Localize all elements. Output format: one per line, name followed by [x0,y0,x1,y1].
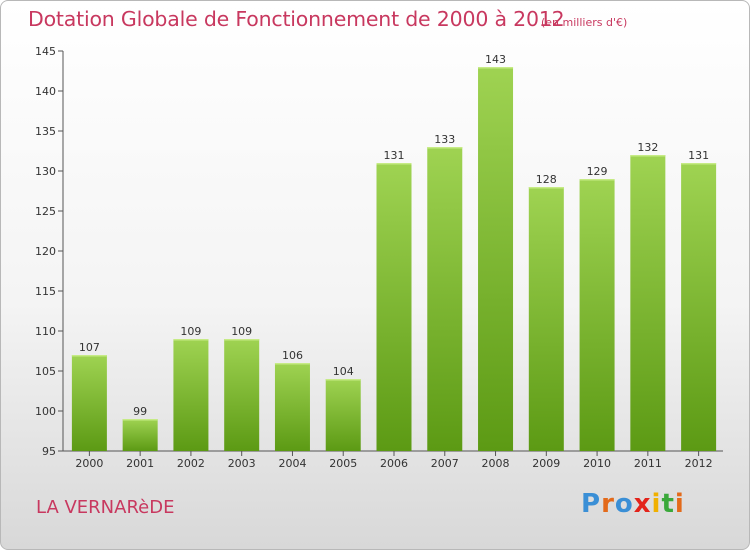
data-label: 131 [384,149,405,162]
x-tick-label: 2002 [177,457,205,470]
data-label: 143 [485,53,506,66]
x-tick-label: 2005 [329,457,357,470]
logo-letter: r [601,489,615,519]
logo-letter: i [674,489,685,519]
bar-top-highlight [630,155,666,157]
x-tick-label: 2001 [126,457,154,470]
x-tick-label: 2009 [532,457,560,470]
bar-top-highlight [376,163,412,165]
logo-letter: P [581,489,602,519]
data-label: 109 [180,325,201,338]
y-tick-label: 135 [35,125,56,138]
bar [274,363,310,451]
bar-top-highlight [71,355,107,357]
x-tick-label: 2012 [685,457,713,470]
bar [478,67,514,451]
x-tick-label: 2008 [482,457,510,470]
data-label: 109 [231,325,252,338]
logo-letter: t [661,489,675,519]
y-tick-label: 95 [42,445,56,458]
bar [173,339,209,451]
bar [122,419,158,451]
chart-unit: (en milliers d'€) [541,16,628,29]
data-label: 99 [133,405,147,418]
x-tick-label: 2003 [228,457,256,470]
bar-top-highlight [224,339,260,341]
bar [630,155,666,451]
logo-letter: i [651,489,662,519]
data-label: 106 [282,349,303,362]
bar [224,339,260,451]
logo-letter: o [614,489,634,519]
commune-name: LA VERNARèDE [36,497,175,518]
y-tick-label: 120 [35,245,56,258]
bar-top-highlight [528,187,564,189]
bar-top-highlight [478,67,514,69]
bar-top-highlight [427,147,463,149]
y-tick-label: 145 [35,45,56,58]
y-tick-label: 105 [35,365,56,378]
x-tick-label: 2006 [380,457,408,470]
y-tick-label: 115 [35,285,56,298]
chart-title: Dotation Globale de Fonctionnement de 20… [28,7,565,31]
data-label: 133 [434,133,455,146]
bar [528,187,564,451]
x-tick-label: 2010 [583,457,611,470]
proxiti-logo[interactable]: Proxiti [581,489,685,519]
bar-top-highlight [173,339,209,341]
data-label: 104 [333,365,354,378]
data-label: 131 [688,149,709,162]
y-tick-label: 140 [35,85,56,98]
data-label: 129 [587,165,608,178]
bar [427,147,463,451]
x-tick-label: 2007 [431,457,459,470]
data-label: 107 [79,341,100,354]
bar [681,163,717,451]
logo-letter: x [633,489,652,519]
bar-top-highlight [122,419,158,421]
bar [325,379,361,451]
bar-top-highlight [274,363,310,365]
x-tick-label: 2000 [75,457,103,470]
bar-top-highlight [681,163,717,165]
y-tick-label: 125 [35,205,56,218]
bar [579,179,615,451]
bar-top-highlight [325,379,361,381]
bar-top-highlight [579,179,615,181]
x-tick-label: 2011 [634,457,662,470]
y-tick-label: 100 [35,405,56,418]
y-tick-label: 130 [35,165,56,178]
bar [71,355,107,451]
y-tick-label: 110 [35,325,56,338]
x-tick-label: 2004 [278,457,306,470]
data-label: 128 [536,173,557,186]
bar [376,163,412,451]
data-label: 132 [637,141,658,154]
